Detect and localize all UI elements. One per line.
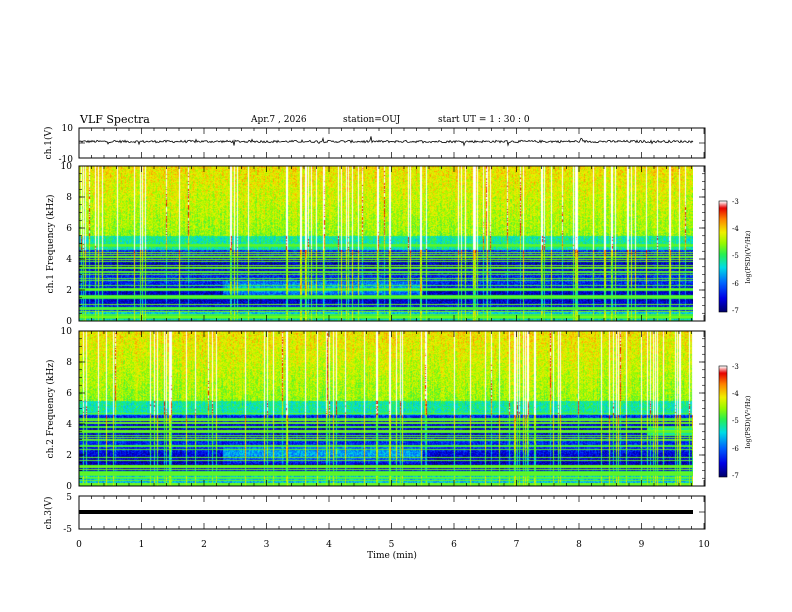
spec1-ylabel: ch.1 Frequency (kHz) [45, 195, 56, 294]
cbar2-tick-m5: -5 [732, 417, 739, 425]
spec2-ytick-8: 8 [66, 358, 72, 368]
ch1-ytick-bottom: -10 [59, 155, 74, 165]
spec1-ytick-4: 4 [66, 255, 72, 265]
spectrogram-ch1-ticks [78, 165, 705, 322]
waveform-ch3-ticks [78, 496, 705, 529]
ch3-ytick-bottom: -5 [63, 525, 72, 535]
spec1-ytick-10: 10 [61, 162, 73, 172]
spec2-ytick-4: 4 [66, 420, 72, 430]
waveform-ch1-frame [78, 127, 706, 159]
colorbar-ch1: -3 -4 -5 -6 -7 log(PSD)(V²/Hz) [718, 198, 752, 315]
spectrogram-ch2-ticks [78, 330, 705, 487]
waveform-ch3-trace [79, 510, 693, 514]
spec2-ytick-2: 2 [66, 451, 72, 461]
waveform-ch1-ticks [78, 128, 705, 158]
x-tick-label: 5 [389, 540, 395, 550]
x-tick-label: 7 [514, 540, 520, 550]
ch1-ytick-top: 10 [62, 124, 74, 134]
x-axis-label: Time (min) [367, 550, 417, 561]
cbar2-tick-m6: -6 [732, 445, 739, 453]
colorbar-ch1-gradient [719, 201, 727, 312]
spec2-ytick-10: 10 [61, 327, 73, 337]
spec1-ytick-2: 2 [66, 286, 72, 296]
cbar1-tick-m6: -6 [732, 280, 739, 288]
x-tick-label: 8 [576, 540, 582, 550]
spec1-ytick-0: 0 [66, 317, 72, 327]
header-date: Apr.7 , 2026 [250, 115, 307, 125]
cbar2-tick-m4: -4 [732, 390, 739, 398]
x-tick-label: 10 [698, 540, 710, 550]
cbar1-tick-m7: -7 [732, 307, 739, 315]
x-tick-label: 2 [201, 540, 207, 550]
spectrogram-ch2-image [79, 331, 693, 486]
waveform-ch1-trace [78, 136, 694, 147]
colorbar-ch2: -3 -4 -5 -6 -7 log(PSD)(V²/Hz) [718, 363, 752, 480]
spectrogram-ch1-ytick-labels: 0 2 4 6 8 10 [61, 162, 73, 327]
colorbar-ch2-gradient [719, 366, 727, 477]
ch3-ytick-top: 5 [66, 493, 72, 503]
ch3-wave-ylabel: ch.3(V) [43, 497, 54, 530]
cbar2-tick-m7: -7 [732, 472, 739, 480]
figure-title: VLF Spectra [79, 113, 150, 126]
header-station: station=OUJ [343, 115, 401, 125]
x-tick-label: 0 [76, 540, 82, 550]
spectrogram-ch1-image [79, 166, 693, 321]
cbar2-label: log(PSD)(V²/Hz) [744, 395, 752, 448]
x-axis-tick-labels: 0 1 2 3 4 5 6 7 8 9 10 [76, 540, 710, 550]
cbar1-tick-m3: -3 [732, 198, 739, 206]
spectrogram-ch1-panel: 0 2 4 6 8 10 ch.1 Frequency (kHz) [45, 162, 706, 327]
spectrogram-ch2-panel: 0 2 4 6 8 10 ch.2 Frequency (kHz) [45, 327, 706, 492]
cbar2-tick-m3: -3 [732, 363, 739, 371]
spec1-ytick-6: 6 [66, 224, 72, 234]
cbar1-label: log(PSD)(V²/Hz) [744, 230, 752, 283]
waveform-ch1-panel: 10 -10 ch.1(V) [43, 124, 706, 165]
cbar1-tick-m4: -4 [732, 225, 739, 233]
x-tick-label: 1 [139, 540, 145, 550]
x-tick-label: 3 [264, 540, 270, 550]
ch1-wave-ylabel: ch.1(V) [43, 127, 54, 160]
cbar1-tick-m5: -5 [732, 252, 739, 260]
spec2-ytick-0: 0 [66, 482, 72, 492]
spec2-ytick-6: 6 [66, 389, 72, 399]
waveform-ch3-panel: 5 -5 ch.3(V) [43, 493, 706, 535]
header-start-time: start UT = 1 : 30 : 0 [438, 115, 530, 125]
x-tick-label: 6 [451, 540, 457, 550]
spec2-ylabel: ch.2 Frequency (kHz) [45, 360, 56, 459]
spec1-ytick-8: 8 [66, 193, 72, 203]
x-tick-label: 4 [326, 540, 332, 550]
spectrogram-ch2-ytick-labels: 0 2 4 6 8 10 [61, 327, 73, 492]
x-tick-label: 9 [639, 540, 645, 550]
